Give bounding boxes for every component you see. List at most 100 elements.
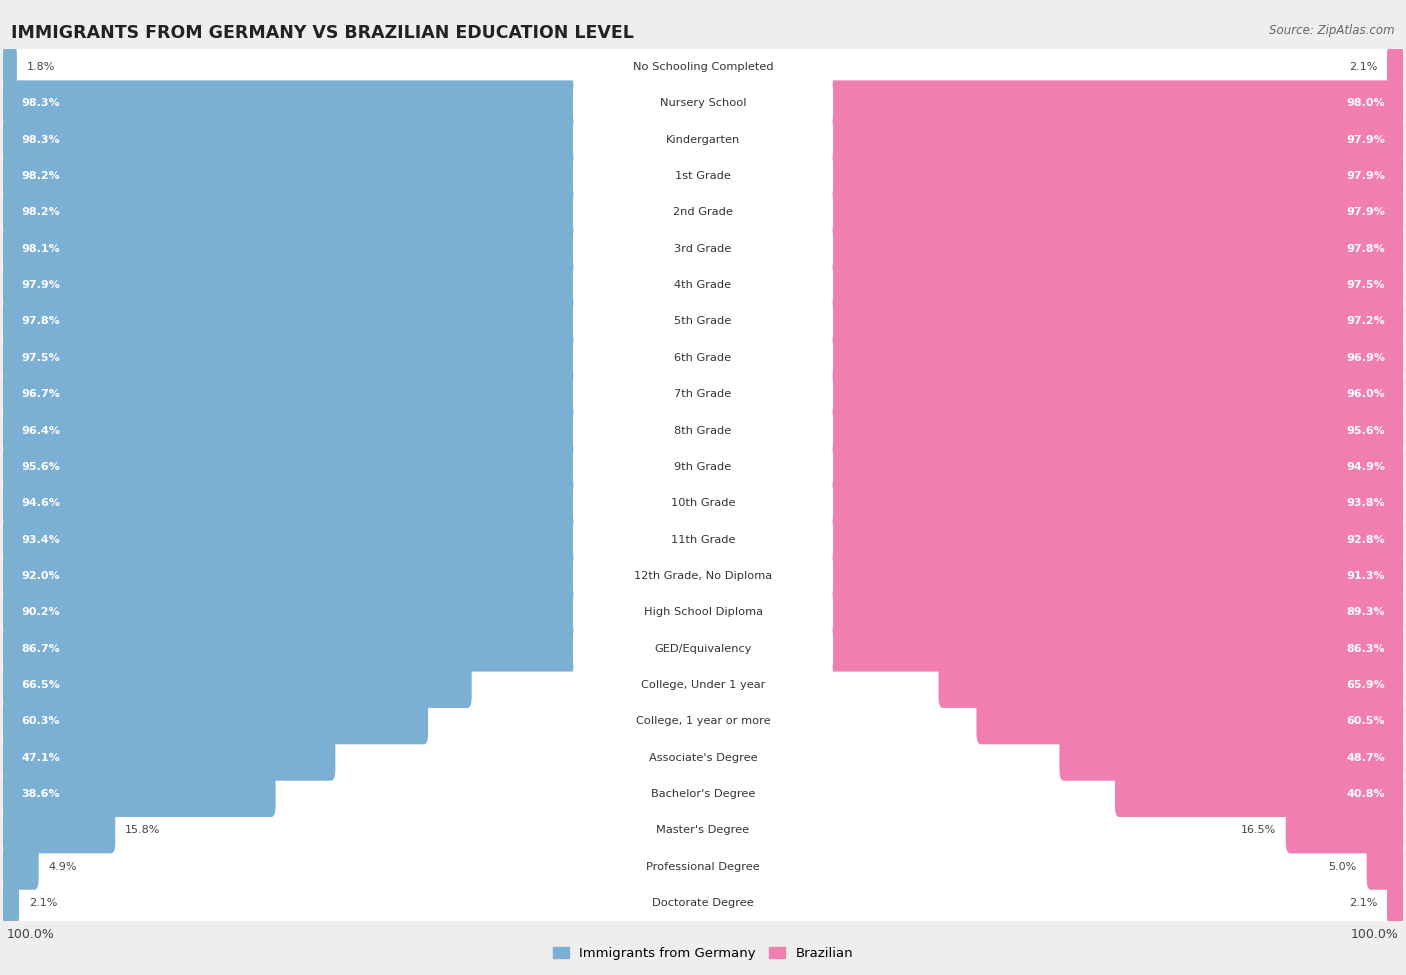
FancyBboxPatch shape [3, 410, 1403, 450]
Text: 8th Grade: 8th Grade [675, 425, 731, 436]
FancyBboxPatch shape [3, 189, 695, 235]
Text: 6th Grade: 6th Grade [675, 353, 731, 363]
Text: 92.0%: 92.0% [21, 571, 59, 581]
FancyBboxPatch shape [574, 882, 832, 924]
FancyBboxPatch shape [3, 844, 39, 890]
FancyBboxPatch shape [574, 264, 832, 306]
Text: 86.3%: 86.3% [1347, 644, 1385, 653]
Text: 97.5%: 97.5% [21, 353, 59, 363]
Text: 98.0%: 98.0% [1347, 98, 1385, 108]
FancyBboxPatch shape [3, 626, 614, 672]
FancyBboxPatch shape [574, 119, 832, 161]
FancyBboxPatch shape [3, 665, 1403, 705]
FancyBboxPatch shape [574, 700, 832, 743]
Text: 4th Grade: 4th Grade [675, 280, 731, 291]
FancyBboxPatch shape [3, 153, 695, 199]
FancyBboxPatch shape [3, 807, 115, 853]
FancyBboxPatch shape [3, 882, 1403, 923]
FancyBboxPatch shape [3, 298, 692, 344]
FancyBboxPatch shape [574, 191, 832, 233]
Text: 60.5%: 60.5% [1347, 717, 1385, 726]
Text: 9th Grade: 9th Grade [675, 462, 731, 472]
Text: 92.8%: 92.8% [1346, 534, 1385, 545]
Text: 2nd Grade: 2nd Grade [673, 208, 733, 217]
Text: 95.6%: 95.6% [21, 462, 60, 472]
Text: Doctorate Degree: Doctorate Degree [652, 898, 754, 908]
Text: 97.5%: 97.5% [1347, 280, 1385, 291]
Text: No Schooling Completed: No Schooling Completed [633, 62, 773, 72]
Text: 47.1%: 47.1% [21, 753, 60, 762]
Text: 98.2%: 98.2% [21, 208, 60, 217]
FancyBboxPatch shape [734, 444, 1403, 489]
FancyBboxPatch shape [714, 117, 1403, 163]
Text: 40.8%: 40.8% [1347, 789, 1385, 800]
Text: 100.0%: 100.0% [1351, 927, 1399, 941]
FancyBboxPatch shape [3, 520, 1403, 560]
FancyBboxPatch shape [1388, 44, 1403, 90]
FancyBboxPatch shape [714, 153, 1403, 199]
FancyBboxPatch shape [721, 334, 1403, 380]
Text: 2.1%: 2.1% [1348, 898, 1378, 908]
FancyBboxPatch shape [3, 735, 336, 781]
Text: College, 1 year or more: College, 1 year or more [636, 717, 770, 726]
Text: 48.7%: 48.7% [1346, 753, 1385, 762]
FancyBboxPatch shape [574, 664, 832, 706]
FancyBboxPatch shape [742, 481, 1403, 526]
Text: Nursery School: Nursery School [659, 98, 747, 108]
Text: 97.9%: 97.9% [1346, 135, 1385, 144]
FancyBboxPatch shape [3, 119, 1403, 160]
Text: 10th Grade: 10th Grade [671, 498, 735, 508]
FancyBboxPatch shape [3, 228, 1403, 269]
FancyBboxPatch shape [574, 737, 832, 779]
Text: 2.1%: 2.1% [1348, 62, 1378, 72]
Text: 93.8%: 93.8% [1347, 498, 1385, 508]
FancyBboxPatch shape [3, 592, 1403, 633]
FancyBboxPatch shape [775, 590, 1403, 636]
FancyBboxPatch shape [3, 83, 1403, 124]
FancyBboxPatch shape [977, 698, 1403, 744]
FancyBboxPatch shape [3, 447, 1403, 488]
FancyBboxPatch shape [3, 373, 1403, 414]
FancyBboxPatch shape [749, 517, 1403, 563]
FancyBboxPatch shape [3, 810, 1403, 851]
FancyBboxPatch shape [574, 410, 832, 451]
FancyBboxPatch shape [3, 80, 696, 126]
FancyBboxPatch shape [3, 301, 1403, 342]
FancyBboxPatch shape [727, 371, 1403, 417]
Text: Master's Degree: Master's Degree [657, 826, 749, 836]
FancyBboxPatch shape [3, 262, 693, 308]
Text: GED/Equivalency: GED/Equivalency [654, 644, 752, 653]
Text: 4.9%: 4.9% [48, 862, 77, 872]
FancyBboxPatch shape [3, 880, 20, 926]
FancyBboxPatch shape [574, 373, 832, 415]
FancyBboxPatch shape [574, 82, 832, 125]
Text: 100.0%: 100.0% [7, 927, 55, 941]
FancyBboxPatch shape [3, 44, 17, 90]
Text: College, Under 1 year: College, Under 1 year [641, 680, 765, 690]
FancyBboxPatch shape [574, 336, 832, 379]
FancyBboxPatch shape [3, 483, 1403, 524]
Text: 98.3%: 98.3% [21, 135, 59, 144]
FancyBboxPatch shape [574, 46, 832, 88]
FancyBboxPatch shape [3, 408, 682, 453]
FancyBboxPatch shape [574, 227, 832, 270]
Text: 97.8%: 97.8% [1346, 244, 1385, 254]
Text: 90.2%: 90.2% [21, 607, 59, 617]
FancyBboxPatch shape [3, 226, 695, 272]
Text: 97.9%: 97.9% [21, 280, 60, 291]
FancyBboxPatch shape [3, 628, 1403, 669]
FancyBboxPatch shape [574, 446, 832, 488]
FancyBboxPatch shape [3, 47, 1403, 88]
FancyBboxPatch shape [3, 590, 638, 636]
Text: 96.7%: 96.7% [21, 389, 60, 399]
FancyBboxPatch shape [717, 262, 1403, 308]
Text: 91.3%: 91.3% [1347, 571, 1385, 581]
Text: 1st Grade: 1st Grade [675, 171, 731, 181]
Text: 98.2%: 98.2% [21, 171, 60, 181]
FancyBboxPatch shape [3, 117, 696, 163]
FancyBboxPatch shape [1115, 771, 1403, 817]
Text: 96.0%: 96.0% [1346, 389, 1385, 399]
FancyBboxPatch shape [1286, 807, 1403, 853]
FancyBboxPatch shape [574, 555, 832, 597]
FancyBboxPatch shape [574, 519, 832, 561]
